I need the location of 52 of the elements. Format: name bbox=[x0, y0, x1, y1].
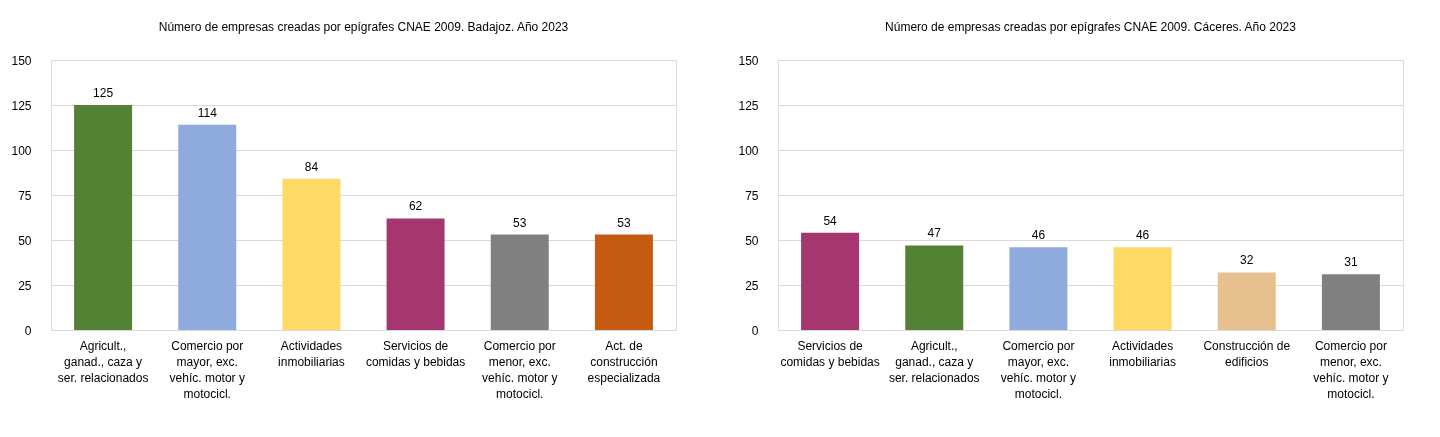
x-tick-label: Act. de construcción especializada bbox=[587, 338, 661, 385]
y-tick-label: 0 bbox=[751, 323, 759, 338]
data-label: 84 bbox=[304, 159, 319, 174]
x-tick-label: Actividades inmobiliarias bbox=[1109, 338, 1176, 369]
y-tick-label: 150 bbox=[11, 53, 32, 68]
data-label: 31 bbox=[1344, 255, 1358, 270]
y-tick-label: 100 bbox=[11, 143, 32, 158]
bar bbox=[1217, 272, 1276, 330]
bar bbox=[490, 234, 549, 330]
bar bbox=[905, 245, 964, 330]
x-tick-label: Comercio por menor, exc. vehíc. motor y motocicl. bbox=[482, 338, 558, 401]
y-tick-label: 125 bbox=[738, 98, 759, 113]
y-tick-label: 0 bbox=[24, 323, 32, 338]
data-label: 54 bbox=[823, 213, 838, 228]
x-tick-label: Actividades inmobiliarias bbox=[278, 338, 345, 369]
y-tick-label: 125 bbox=[11, 98, 32, 113]
x-tick-label: Agricult., ganad., caza y ser. relacionados bbox=[888, 338, 980, 385]
y-tick-label: 75 bbox=[745, 188, 759, 203]
data-label: 114 bbox=[197, 105, 218, 120]
y-tick-label: 100 bbox=[738, 143, 759, 158]
chart-title: Número de empresas creadas por epígrafes CNAE 2009. Badajoz. Año 2023 bbox=[158, 20, 569, 34]
data-label: 47 bbox=[927, 226, 942, 241]
bar bbox=[386, 218, 445, 330]
bar bbox=[594, 234, 653, 330]
data-label: 53 bbox=[513, 215, 527, 230]
bar bbox=[282, 178, 341, 330]
data-label: 32 bbox=[1240, 253, 1254, 268]
data-label: 62 bbox=[408, 199, 423, 214]
bar bbox=[178, 124, 237, 330]
bar bbox=[801, 232, 860, 330]
bar bbox=[74, 105, 133, 330]
y-tick-label: 50 bbox=[18, 233, 32, 248]
y-tick-label: 25 bbox=[745, 278, 759, 293]
x-tick-label: Comercio por mayor, exc. vehíc. motor y motocicl. bbox=[1000, 338, 1077, 401]
data-label: 46 bbox=[1031, 228, 1046, 243]
x-tick-label: Agricult., ganad., caza y ser. relacionados bbox=[57, 338, 149, 385]
x-tick-label: Comercio por mayor, exc. vehíc. motor y motocicl. bbox=[169, 338, 245, 401]
data-label: 46 bbox=[1135, 228, 1150, 243]
data-label: 125 bbox=[93, 86, 114, 100]
chart-title: Número de empresas creadas por epígrafes CNAE 2009. Cáceres. Año 2023 bbox=[885, 20, 1297, 34]
x-tick-label: Construcción de edificios bbox=[1203, 338, 1291, 369]
y-tick-label: 150 bbox=[738, 53, 759, 68]
bar bbox=[1321, 274, 1380, 330]
bar bbox=[1113, 247, 1172, 330]
data-label: 53 bbox=[617, 215, 631, 230]
y-tick-label: 25 bbox=[18, 278, 32, 293]
x-tick-label: Comercio por menor, exc. vehíc. motor y motocicl. bbox=[1313, 338, 1389, 401]
x-tick-label: Servicios de comidas y bebidas bbox=[365, 338, 466, 369]
x-tick-label: Servicios de comidas y bebidas bbox=[780, 338, 880, 369]
bar bbox=[1009, 247, 1068, 330]
y-tick-label: 75 bbox=[18, 188, 32, 203]
y-tick-label: 50 bbox=[745, 233, 759, 248]
